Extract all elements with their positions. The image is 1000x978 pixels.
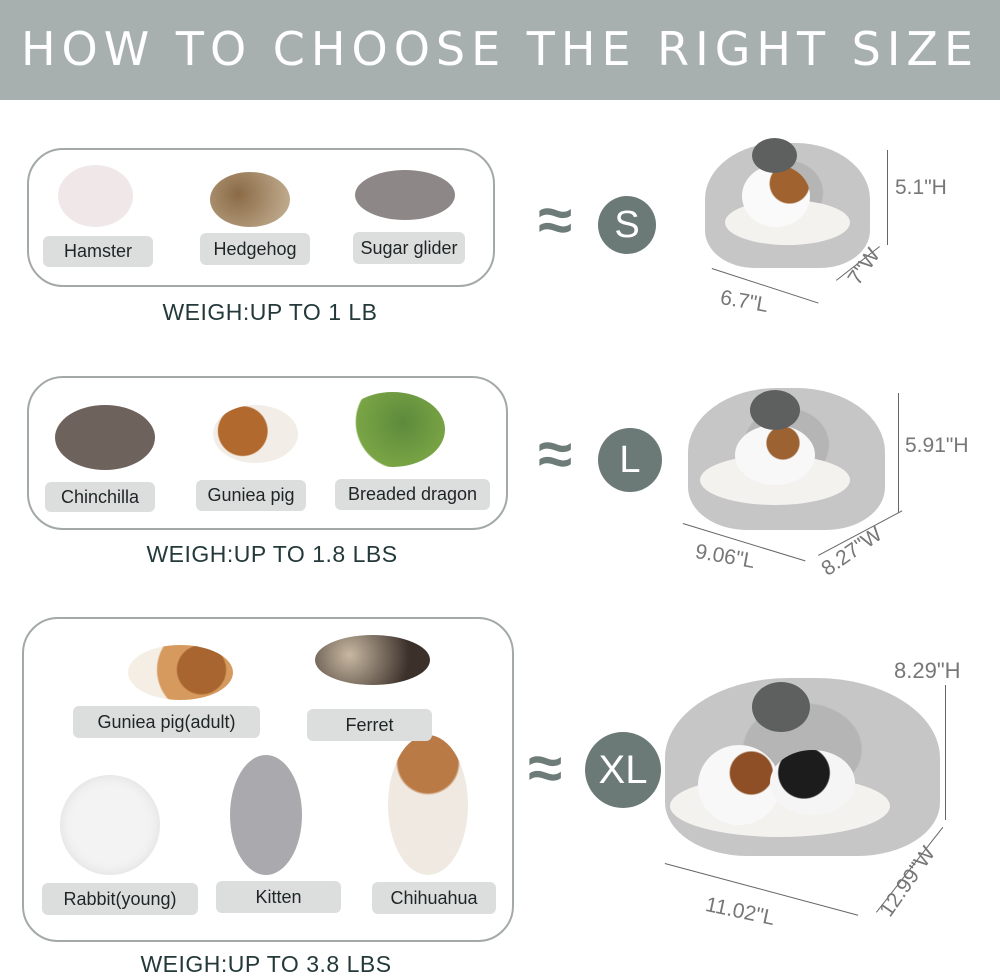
- height-line: [945, 685, 946, 820]
- length-dimension: 11.02"L: [703, 892, 777, 931]
- size-badge-s: S: [598, 196, 656, 254]
- width-dimension: 12.99"W: [875, 842, 940, 922]
- height-line: [887, 150, 888, 245]
- animal-label: Breaded dragon: [335, 479, 490, 510]
- animal-label: Rabbit(young): [42, 883, 198, 915]
- bed-pompom: [752, 138, 797, 173]
- guinea-pig-image: [698, 745, 780, 825]
- animal-label: Kitten: [216, 881, 341, 913]
- guinea-pig-image: [735, 425, 815, 485]
- animal-label: Ferret: [307, 709, 432, 741]
- size-badge-xl: XL: [585, 732, 661, 808]
- approx-symbol: ≈: [528, 734, 563, 803]
- guinea-pig-adult-image: [128, 645, 233, 700]
- height-dimension: 8.29"H: [894, 658, 961, 683]
- page-title: HOW TO CHOOSE THE RIGHT SIZE: [20, 22, 980, 76]
- rabbit-image: [60, 775, 160, 875]
- animal-label: Chinchilla: [45, 482, 155, 512]
- width-dimension: 8.27"W: [817, 522, 887, 581]
- height-line: [898, 393, 899, 513]
- animal-label: Guniea pig(adult): [73, 706, 260, 738]
- chinchilla-image: [55, 405, 155, 470]
- ferret-image: [315, 635, 430, 685]
- animal-label: Hamster: [43, 236, 153, 267]
- bearded-dragon-image: [340, 392, 445, 467]
- sugar-glider-image: [355, 170, 455, 220]
- kitten-image: [230, 755, 302, 875]
- animal-label: Guniea pig: [196, 480, 306, 511]
- approx-symbol: ≈: [538, 186, 573, 255]
- length-dimension: 6.7"L: [718, 285, 771, 318]
- animal-label: Chihuahua: [372, 882, 496, 914]
- guinea-pig-image: [213, 405, 298, 463]
- chihuahua-image: [388, 735, 468, 875]
- header-banner: [0, 0, 1000, 100]
- height-dimension: 5.91"H: [905, 434, 969, 457]
- bed-pompom: [750, 390, 800, 430]
- guinea-pig-image: [742, 165, 810, 227]
- hamster-image: [58, 165, 133, 227]
- length-dimension: 9.06"L: [693, 539, 757, 574]
- weight-limit-s: WEIGH:UP TO 1 LB: [162, 299, 378, 325]
- size-badge-l: L: [598, 428, 662, 492]
- height-dimension: 5.1"H: [895, 176, 947, 199]
- bed-pompom: [752, 682, 810, 732]
- guinea-pig-image: [770, 750, 855, 815]
- approx-symbol: ≈: [538, 420, 573, 489]
- animal-label: Hedgehog: [200, 233, 310, 265]
- weight-limit-xl: WEIGH:UP TO 3.8 LBS: [140, 951, 392, 977]
- weight-limit-l: WEIGH:UP TO 1.8 LBS: [146, 541, 398, 567]
- animal-label: Sugar glider: [353, 232, 465, 264]
- hedgehog-image: [210, 172, 290, 227]
